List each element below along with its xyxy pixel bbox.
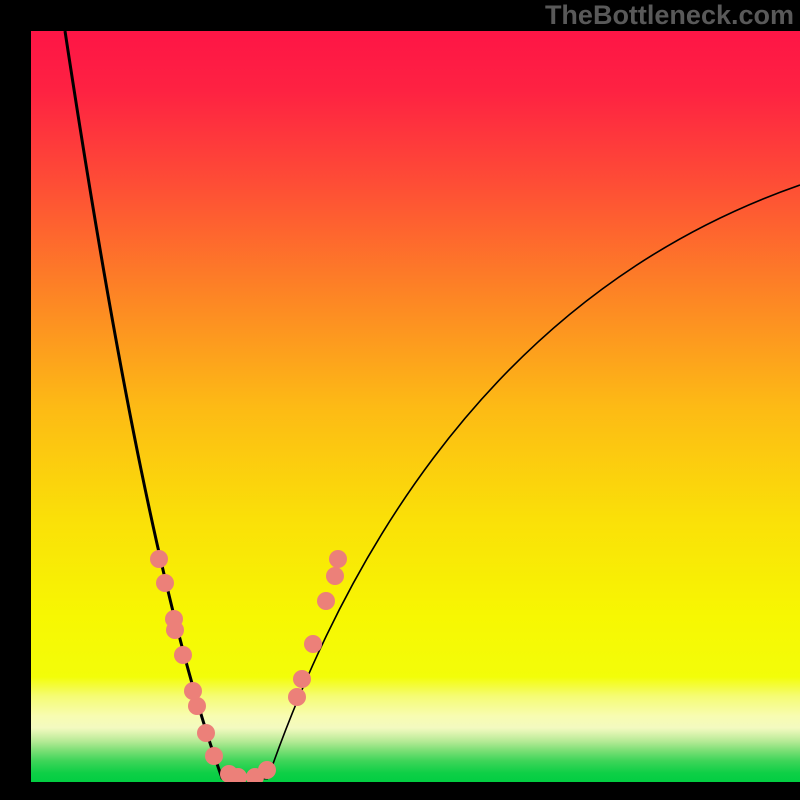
- data-marker: [329, 550, 347, 568]
- data-marker: [197, 724, 215, 742]
- chart-root: TheBottleneck.com: [0, 0, 800, 800]
- data-marker: [326, 567, 344, 585]
- plot-area: [31, 31, 800, 786]
- data-marker: [174, 646, 192, 664]
- data-marker: [166, 621, 184, 639]
- data-marker: [317, 592, 335, 610]
- data-marker: [205, 747, 223, 765]
- data-marker: [293, 670, 311, 688]
- chart-svg: [0, 0, 800, 800]
- gradient-background: [31, 31, 800, 782]
- data-marker: [304, 635, 322, 653]
- data-marker: [288, 688, 306, 706]
- data-marker: [188, 697, 206, 715]
- data-marker: [156, 574, 174, 592]
- data-marker: [150, 550, 168, 568]
- data-marker: [258, 761, 276, 779]
